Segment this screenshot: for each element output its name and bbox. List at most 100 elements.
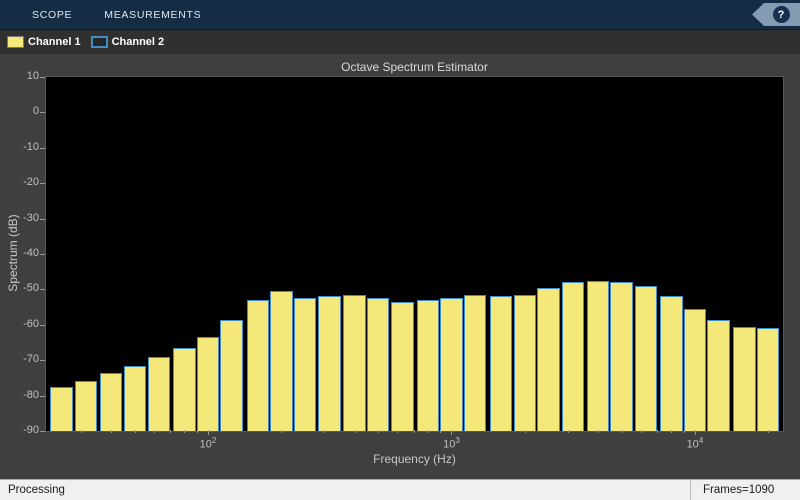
spectrum-bar: [270, 291, 293, 431]
spectrum-bar: [196, 337, 220, 431]
chart-title: Octave Spectrum Estimator: [341, 60, 488, 74]
spectrum-bar: [246, 300, 269, 431]
plot-axes: [45, 76, 784, 432]
spectrum-bar: [733, 326, 756, 431]
y-tick-mark: [40, 77, 45, 78]
spectrum-bar: [123, 365, 146, 431]
spectrum-bar: [220, 319, 243, 431]
spectrum-bar: [586, 280, 610, 431]
y-tick-mark: [40, 395, 45, 397]
x-minor-tick-mark: [134, 430, 136, 433]
x-tick-mark: [451, 430, 453, 435]
spectrum-bar: [537, 287, 560, 431]
spectrum-bar: [513, 294, 536, 431]
y-tick-label: -20: [23, 176, 39, 189]
channel1-swatch: [7, 36, 24, 48]
channel2-swatch: [90, 36, 108, 48]
spectrum-bar: [343, 294, 366, 431]
spectrum-bar: [463, 294, 487, 431]
x-minor-tick-mark: [170, 430, 172, 433]
x-tick-label: 104: [686, 436, 704, 451]
y-tick-label: -10: [23, 140, 39, 153]
frames-counter: Frames=1090: [703, 484, 775, 496]
x-minor-tick-mark: [598, 430, 600, 433]
x-tick-mark: [208, 430, 210, 435]
toolbar: SCOPE MEASUREMENTS ?: [0, 0, 800, 30]
spectrum-bar: [318, 296, 341, 431]
legend: Channel 1 Channel 2: [0, 30, 800, 54]
x-minor-tick-mark: [683, 430, 685, 433]
y-tick-label: 0: [32, 105, 39, 118]
x-tick-mark: [694, 430, 696, 435]
x-minor-tick-mark: [354, 430, 356, 433]
spectrum-bar: [173, 347, 196, 431]
y-tick-label: -40: [23, 247, 39, 259]
x-minor-tick-mark: [440, 430, 442, 433]
spectrum-bar: [610, 282, 633, 431]
y-tick-label: -90: [23, 424, 39, 436]
x-axis-label: Frequency (Hz): [373, 452, 456, 466]
x-tick-label: 102: [199, 436, 217, 451]
spectrum-bar: [489, 296, 513, 431]
x-minor-tick-mark: [184, 430, 186, 433]
tab-measurements[interactable]: MEASUREMENTS: [104, 8, 202, 21]
y-tick-label: -30: [23, 211, 39, 224]
spectrum-bar: [683, 308, 707, 431]
x-minor-tick-mark: [80, 430, 82, 433]
status-text: Processing: [8, 484, 65, 496]
x-minor-tick-mark: [111, 430, 113, 433]
spectrum-bar: [561, 282, 584, 431]
y-tick-mark: [40, 112, 45, 114]
spectrum-bar: [660, 296, 683, 431]
x-minor-tick-mark: [196, 430, 198, 433]
spectrum-bar: [293, 298, 317, 431]
spectrum-bar: [634, 285, 658, 431]
x-minor-tick-mark: [768, 430, 770, 433]
y-tick-mark: [40, 289, 45, 291]
help-button[interactable]: ?: [752, 3, 800, 26]
y-tick-mark: [40, 147, 45, 149]
y-tick-label: -80: [23, 388, 39, 401]
spectrum-bar: [147, 356, 171, 431]
tab-scope[interactable]: SCOPE: [32, 8, 73, 21]
channel1-label: Channel 1: [28, 36, 81, 48]
x-minor-tick-mark: [427, 430, 429, 433]
y-tick-mark: [40, 324, 45, 326]
x-minor-tick-mark: [324, 430, 326, 433]
spectrum-bar: [440, 298, 463, 431]
y-tick-mark: [40, 360, 45, 362]
spectrum-bar: [99, 372, 123, 431]
x-minor-tick-mark: [413, 430, 415, 433]
legend-item-channel1[interactable]: Channel 1: [7, 36, 81, 48]
x-tick-label: 103: [443, 436, 460, 451]
x-minor-tick-mark: [567, 430, 569, 433]
y-tick-label: -50: [23, 282, 39, 295]
x-minor-tick-mark: [657, 430, 659, 433]
x-minor-tick-mark: [524, 430, 526, 433]
help-icon[interactable]: ?: [772, 6, 790, 23]
spectrum-bar: [707, 319, 730, 431]
y-tick-mark: [40, 183, 45, 185]
y-tick-label: -60: [23, 317, 39, 330]
y-tick-label: -70: [23, 353, 39, 366]
x-minor-tick-mark: [281, 430, 283, 433]
x-minor-tick-mark: [154, 430, 156, 433]
y-tick-label: 10: [26, 70, 39, 82]
y-tick-mark: [40, 431, 45, 432]
plot-area: Octave Spectrum Estimator Spectrum (dB) …: [0, 54, 800, 479]
y-tick-mark: [40, 254, 45, 255]
x-minor-tick-mark: [378, 430, 380, 433]
spectrum-bar: [74, 381, 98, 431]
channel2-label: Channel 2: [111, 36, 165, 48]
x-minor-tick-mark: [671, 430, 673, 433]
spectrum-bar: [50, 386, 73, 431]
x-minor-tick-mark: [640, 430, 642, 433]
legend-item-channel2[interactable]: Channel 2: [90, 36, 165, 48]
spectrum-bar: [366, 298, 390, 431]
status-frames: Frames=1090: [690, 480, 800, 500]
status-bar: Processing Frames=1090: [0, 479, 800, 500]
x-minor-tick-mark: [397, 430, 399, 433]
spectrum-bar: [416, 300, 440, 431]
y-tick-mark: [40, 218, 45, 220]
